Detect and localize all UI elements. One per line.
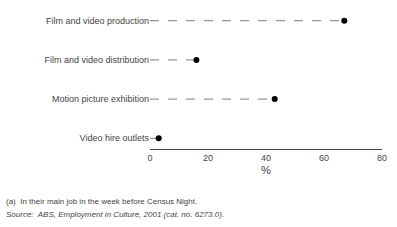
svg-text:0: 0 <box>147 153 152 163</box>
svg-text:80: 80 <box>377 153 387 163</box>
svg-text:Motion picture exhibition: Motion picture exhibition <box>52 94 149 104</box>
svg-text:%: % <box>261 164 271 176</box>
svg-text:40: 40 <box>261 153 271 163</box>
svg-text:Film and video production: Film and video production <box>46 16 149 26</box>
svg-text:20: 20 <box>203 153 213 163</box>
svg-text:Video hire outlets: Video hire outlets <box>80 133 150 143</box>
svg-text:60: 60 <box>319 153 329 163</box>
svg-text:Source: ABS, Employment in Cu: Source: ABS, Employment in Culture, 2001… <box>6 210 224 219</box>
svg-text:Film and video distribution: Film and video distribution <box>44 55 149 65</box>
svg-text:(a) In their main job in the: (a) In their main job in the week before… <box>6 197 197 206</box>
